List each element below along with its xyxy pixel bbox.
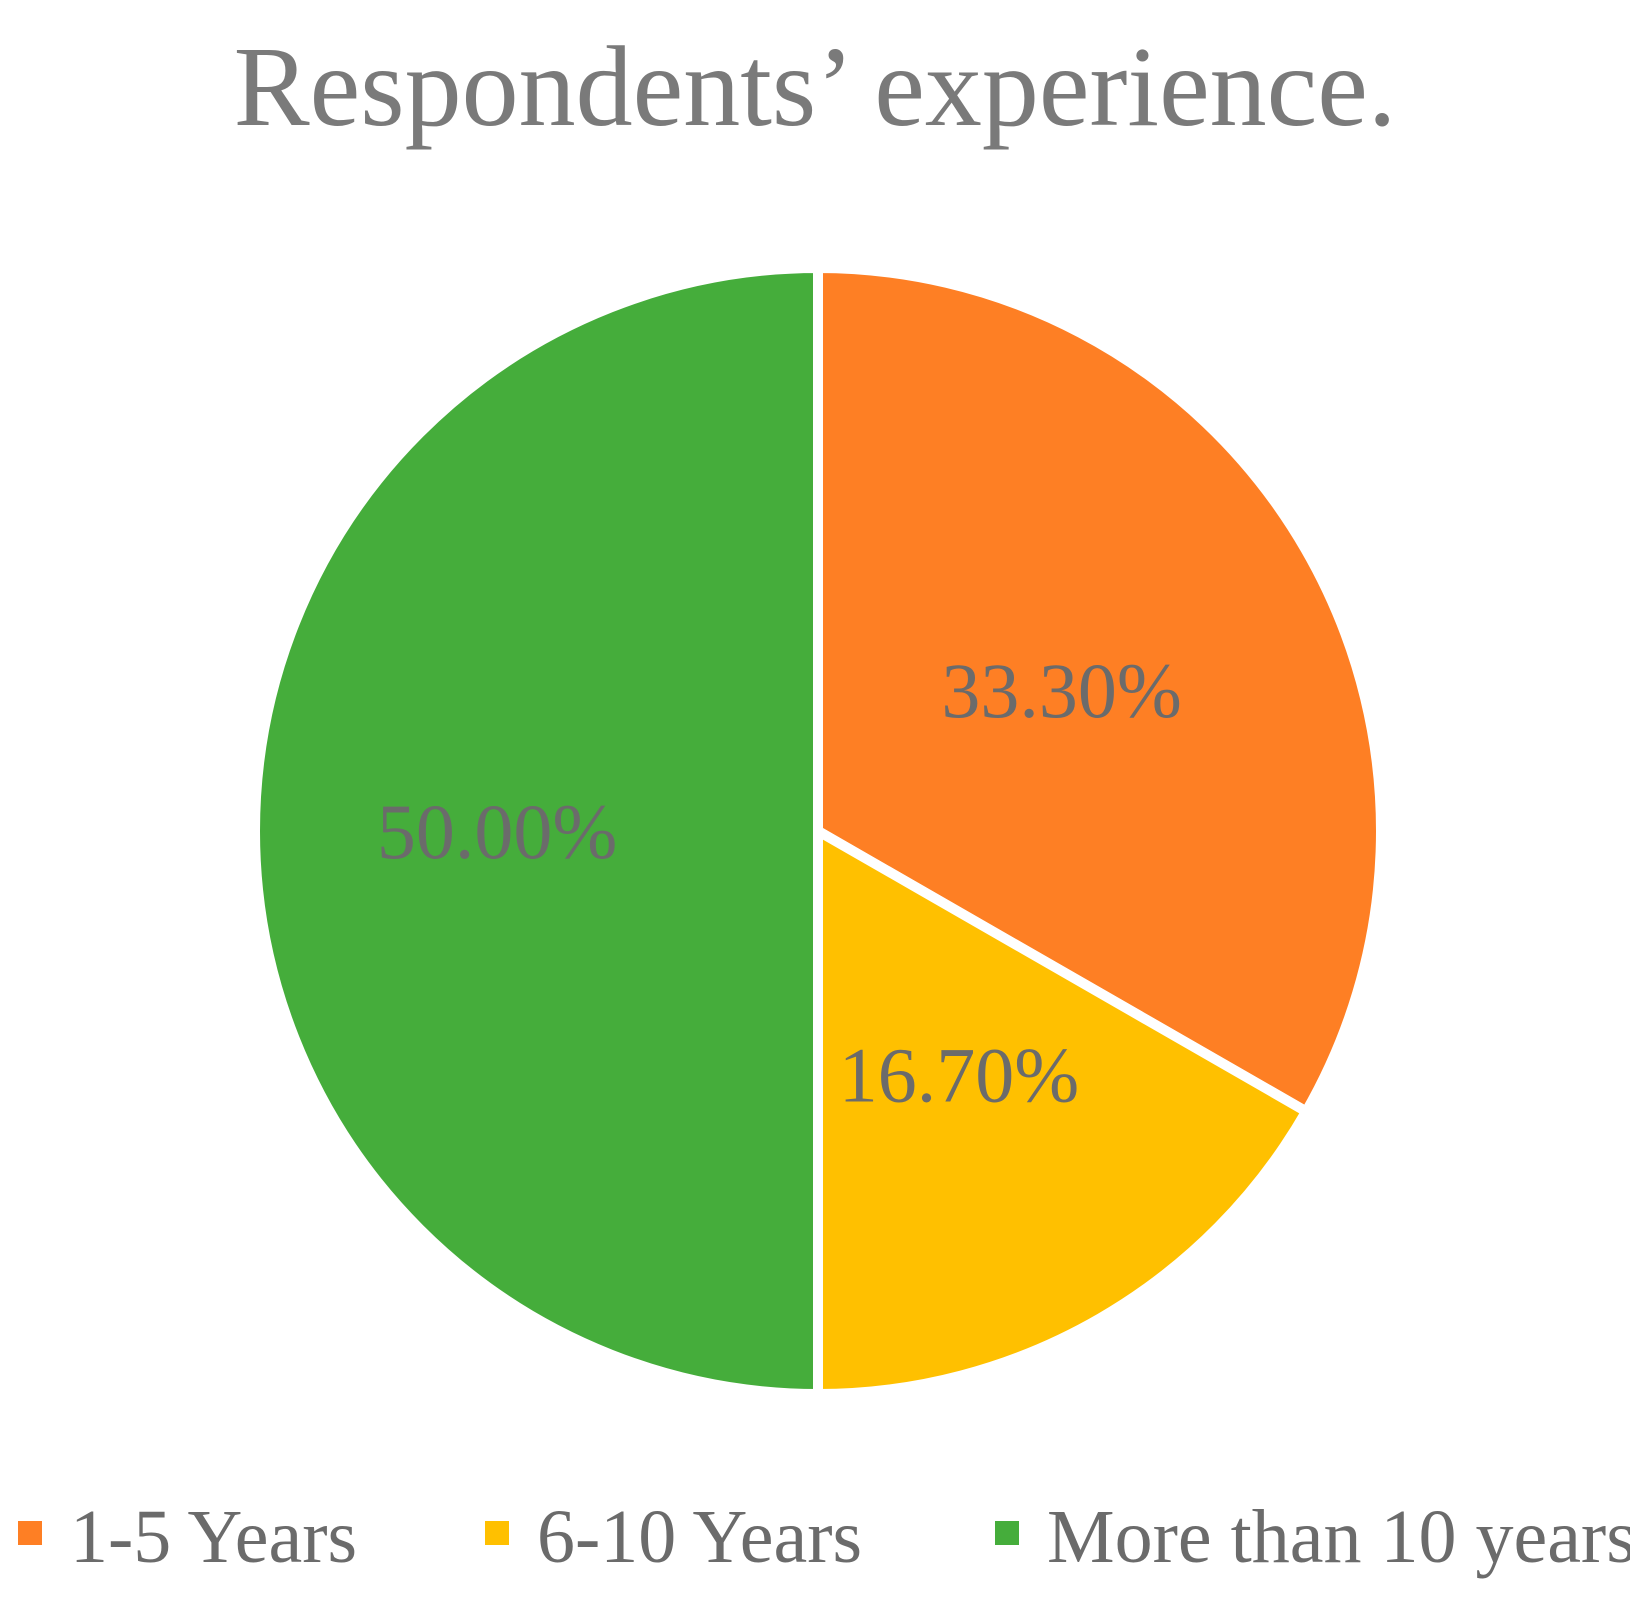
pie-slice	[813, 822, 1313, 1400]
legend-item: More than 10 years	[995, 1495, 1630, 1579]
legend-swatch	[485, 1521, 509, 1545]
legend-swatch	[18, 1521, 42, 1545]
pie-data-labels: 33.30% 16.70% 50.00%	[377, 647, 1182, 1119]
pie-data-label: 50.00%	[377, 788, 617, 875]
pie-slices	[250, 262, 1386, 1400]
legend-item: 1-5 Years	[18, 1495, 357, 1579]
pie-slice	[813, 262, 1386, 1119]
pie-slice	[250, 262, 823, 1400]
chart-title: Respondents’ experience.	[234, 23, 1397, 150]
legend-label: 1-5 Years	[70, 1495, 357, 1579]
legend-label: 6-10 Years	[537, 1495, 862, 1579]
chart-legend: 1-5 Years 6-10 Years More than 10 years	[18, 1495, 1630, 1579]
legend-item: 6-10 Years	[485, 1495, 862, 1579]
legend-swatch	[995, 1521, 1019, 1545]
legend-label: More than 10 years	[1047, 1495, 1630, 1579]
pie-data-label: 16.70%	[839, 1032, 1079, 1119]
pie-data-label: 33.30%	[941, 647, 1181, 734]
